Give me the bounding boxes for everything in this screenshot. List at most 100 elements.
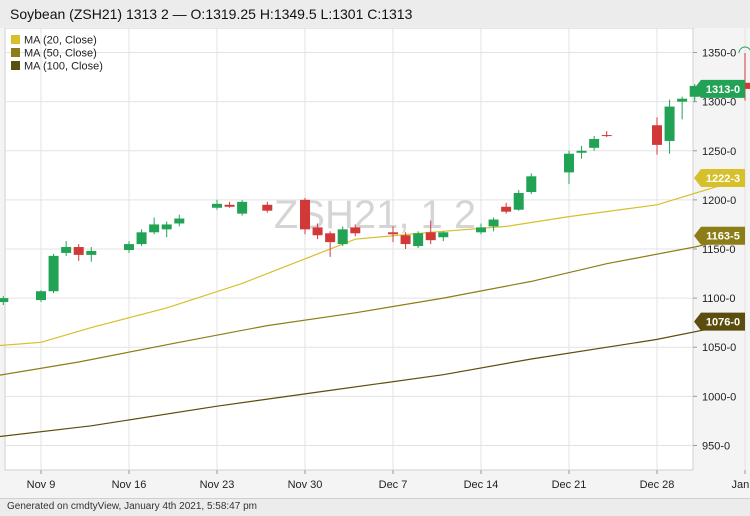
candle-body: [501, 206, 512, 212]
candle[interactable]: [652, 117, 662, 155]
x-tick-label: Dec 28: [640, 479, 675, 491]
candle-body: [488, 219, 499, 227]
candle-body: [589, 138, 600, 148]
y-tick-label: 1250-0: [702, 146, 736, 158]
candle-body: [174, 218, 185, 224]
candle-body: [388, 232, 398, 235]
candle[interactable]: [337, 226, 348, 247]
candle[interactable]: [149, 217, 160, 235]
candle[interactable]: [677, 96, 688, 120]
candle[interactable]: [61, 241, 72, 256]
legend-label: MA (50, Close): [24, 48, 97, 60]
candle-body: [262, 204, 273, 211]
candle-body: [325, 233, 336, 243]
candles[interactable]: [0, 53, 750, 323]
candle[interactable]: [262, 201, 273, 213]
candle[interactable]: [0, 296, 9, 305]
candle-body: [36, 291, 46, 301]
x-tick-label: Dec 7: [379, 479, 408, 491]
legend: MA (20, Close)MA (50, Close)MA (100, Clo…: [11, 35, 103, 73]
candle[interactable]: [400, 232, 411, 249]
candle-body: [0, 298, 9, 303]
y-tick-label: 1000-0: [702, 391, 736, 403]
candle[interactable]: [689, 83, 700, 102]
y-tick-label: 1200-0: [702, 195, 736, 207]
price-badge-label: 1163-5: [706, 231, 740, 243]
candle-body: [86, 250, 97, 255]
chart-footer: Generated on cmdtyView, January 4th 2021…: [0, 498, 750, 516]
candle[interactable]: [212, 199, 222, 210]
price-badge-shape: [694, 226, 745, 245]
price-badge-shape: [694, 168, 745, 187]
y-tick-label: 1050-0: [702, 342, 736, 354]
candle[interactable]: [73, 244, 84, 261]
candle-body: [136, 232, 147, 245]
candle[interactable]: [589, 136, 600, 151]
ma-line: [0, 235, 746, 376]
candle-body: [124, 244, 134, 250]
candle[interactable]: [488, 217, 499, 232]
candle[interactable]: [161, 221, 172, 238]
generated-note: Generated on cmdtyView, January 4th 2021…: [7, 501, 257, 512]
candle[interactable]: [664, 99, 675, 154]
candle-body: [149, 224, 160, 233]
chart-title: Soybean (ZSH21) 1313 2 — O:1319.25 H:134…: [10, 6, 413, 22]
candle[interactable]: [526, 173, 537, 194]
candle-body: [601, 135, 612, 137]
candle[interactable]: [476, 223, 486, 235]
candle[interactable]: [174, 214, 185, 227]
candle[interactable]: [425, 220, 436, 245]
candle[interactable]: [350, 224, 361, 237]
candle[interactable]: [136, 229, 147, 247]
candle[interactable]: [48, 253, 59, 294]
price-badge-label: 1222-3: [706, 173, 740, 185]
candle[interactable]: [501, 202, 512, 214]
candle-body: [237, 201, 248, 214]
candle[interactable]: [513, 190, 524, 211]
price-badge: 1163-5: [694, 226, 745, 245]
candle[interactable]: [325, 231, 336, 257]
candle[interactable]: [413, 231, 424, 249]
legend-label: MA (100, Close): [24, 61, 103, 73]
legend-swatch: [11, 35, 20, 44]
candle-body: [476, 227, 486, 233]
candle[interactable]: [124, 241, 134, 253]
price-badges: 1313-0 1222-3 1163-5 1076-0: [694, 79, 745, 331]
candle-body: [664, 106, 675, 141]
candle-body: [677, 98, 688, 102]
price-badge: 1222-3: [694, 168, 745, 187]
legend-label: MA (20, Close): [24, 35, 97, 47]
candle[interactable]: [237, 199, 248, 216]
candle[interactable]: [438, 231, 449, 242]
candle[interactable]: [601, 131, 612, 138]
candle-body: [337, 229, 348, 245]
candle-body: [161, 224, 172, 230]
price-badge-label: 1313-0: [706, 84, 740, 96]
candlestick-chart[interactable]: ZSH21, 1 2 950-01000-01050-01100-01150-0…: [0, 27, 750, 498]
candle[interactable]: [576, 145, 587, 159]
candle-body: [564, 153, 574, 173]
candle[interactable]: [312, 223, 323, 240]
legend-swatch: [11, 48, 20, 57]
x-axis: Nov 9 Nov 16 Nov 23 Nov 30 Dec 7 Dec 14 Dec 21…: [27, 470, 750, 491]
candle-body: [73, 247, 84, 255]
candle[interactable]: [86, 247, 97, 262]
candle[interactable]: [300, 197, 310, 235]
candle-body: [689, 85, 700, 97]
candle-body: [513, 193, 524, 210]
chart-area[interactable]: ZSH21, 1 2 950-0 1000-0 1050-0 1100-0 1150-0…: [0, 27, 750, 498]
candle-body: [61, 247, 72, 253]
candle[interactable]: [388, 226, 398, 243]
y-tick-label: 950-0: [702, 440, 730, 452]
candle-body: [400, 235, 411, 245]
candle-body: [413, 233, 424, 247]
chart-header: Soybean (ZSH21) 1313 2 — O:1319.25 H:134…: [0, 0, 750, 28]
candle-body: [224, 204, 235, 207]
candle[interactable]: [36, 290, 46, 303]
candle[interactable]: [564, 150, 574, 185]
candle-body: [438, 232, 449, 238]
candle[interactable]: [224, 201, 235, 208]
candle-body: [212, 203, 222, 208]
x-tick-label: Nov 9: [27, 479, 56, 491]
y-tick-label: 1300-0: [702, 97, 736, 109]
